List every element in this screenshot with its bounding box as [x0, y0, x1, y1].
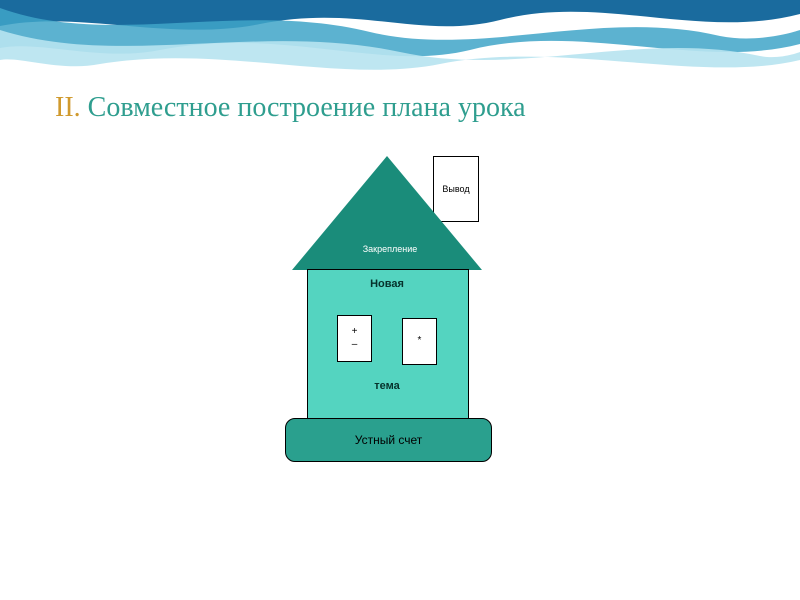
body-label-bottom: тема	[307, 380, 467, 392]
window-right: *	[402, 318, 437, 365]
roof-label: Закрепление	[340, 244, 440, 254]
header-wave-decoration	[0, 0, 800, 80]
title-number: II.	[55, 92, 81, 123]
foundation-label: Устный счет	[355, 433, 423, 447]
foundation-box: Устный счет	[285, 418, 492, 462]
window-right-line1: *	[418, 335, 422, 348]
title-text: Совместное построение плана урока	[81, 92, 526, 123]
window-left-line1: +	[352, 326, 358, 339]
body-label-top: Новая	[307, 278, 467, 290]
house-body	[307, 269, 469, 426]
window-left: + –	[337, 315, 372, 362]
slide-title: II. Совместное построение плана урока	[55, 92, 526, 124]
house-diagram: Вывод Закрепление Новая + – * тема Устны…	[260, 140, 540, 470]
window-left-line2: –	[352, 339, 358, 352]
